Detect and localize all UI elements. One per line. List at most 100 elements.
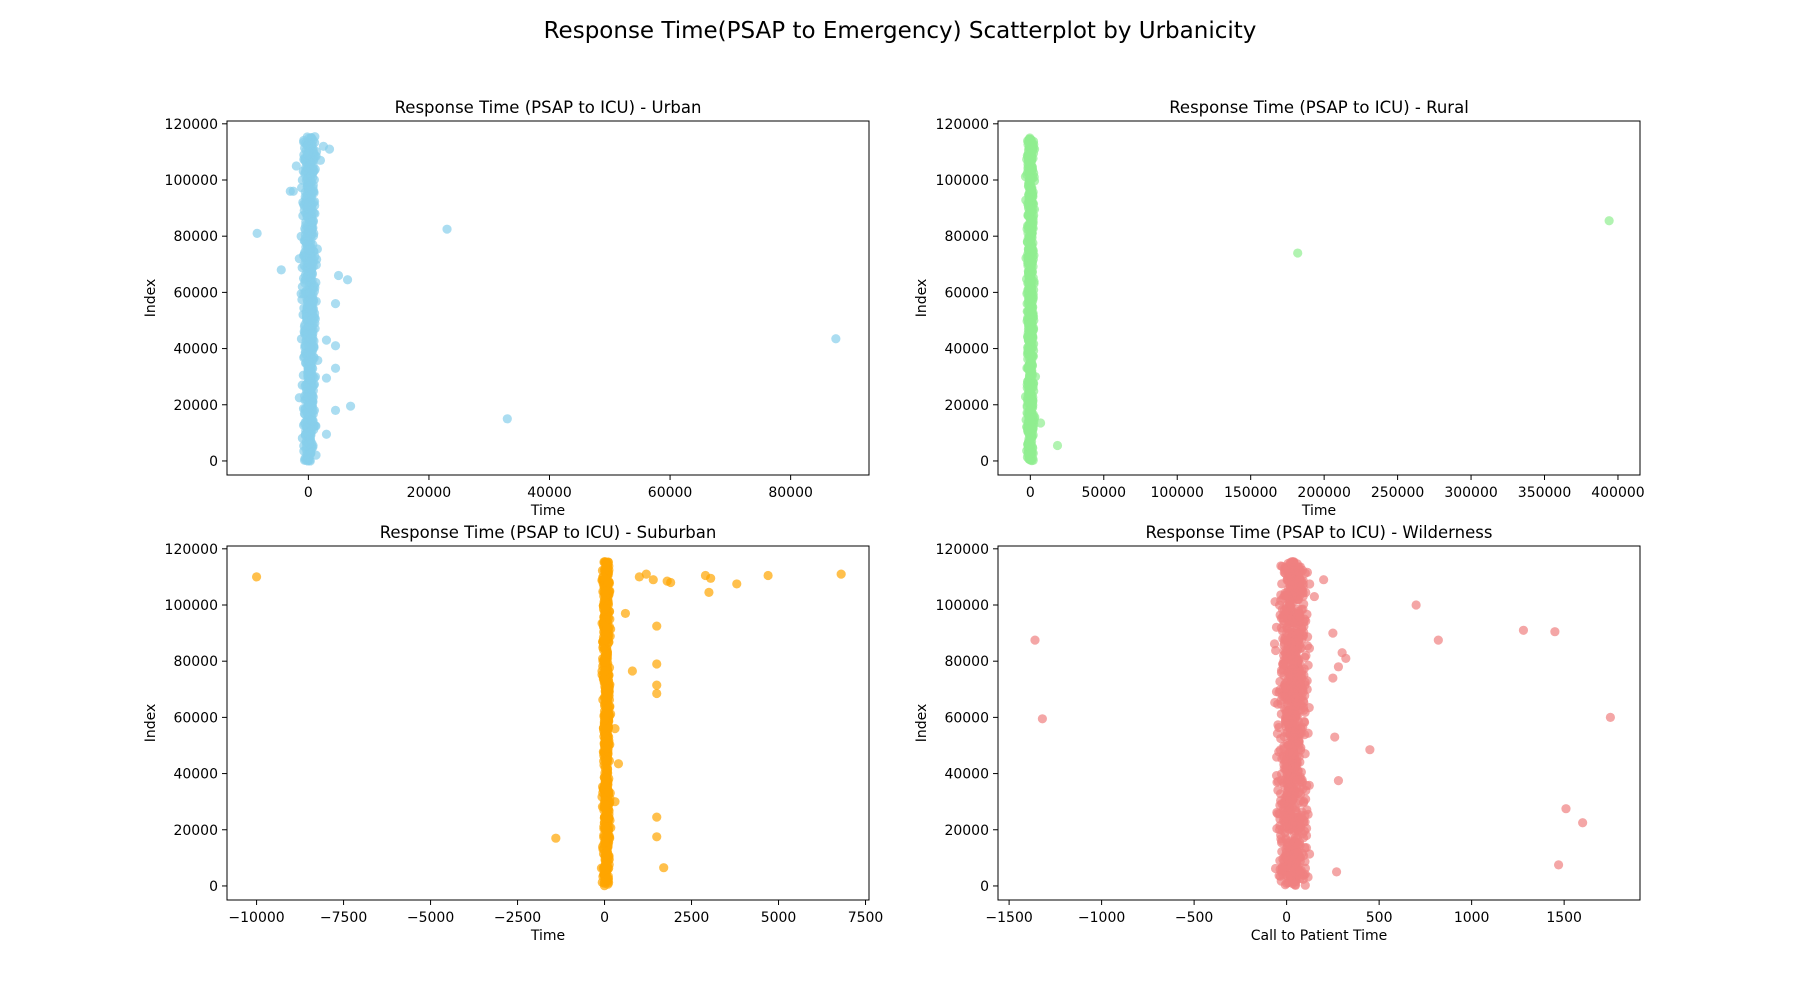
- scatter-point: [300, 381, 310, 391]
- scatter-point: [601, 774, 612, 784]
- scatter-point: [600, 657, 611, 667]
- scatter-point: [1281, 762, 1292, 772]
- scatter-point: [1553, 860, 1564, 870]
- scatter-point: [321, 335, 332, 345]
- scatter-point: [1284, 624, 1295, 634]
- y-axis-label: Index: [143, 279, 159, 318]
- scatter-point: [1433, 635, 1443, 645]
- scatter-point: [1331, 867, 1342, 877]
- scatter-point: [305, 334, 316, 344]
- scatter-point: [1277, 865, 1287, 875]
- scatter-point: [1024, 244, 1035, 254]
- scatter-point: [304, 438, 314, 449]
- scatter-point: [1027, 404, 1037, 414]
- scatter-point: [652, 680, 662, 690]
- scatter-point: [308, 392, 318, 402]
- scatter-point: [1030, 635, 1040, 645]
- scatter-point: [1333, 662, 1344, 672]
- scatter-point: [1024, 383, 1034, 394]
- scatter-point: [600, 650, 611, 660]
- panel-title-wilderness: Response Time (PSAP to ICU) - Wilderness: [1146, 523, 1493, 542]
- panel-rural: 0 50000 100000 150000 200000 250000 300000 3500…: [914, 98, 1645, 519]
- x-tick-label: −500: [1175, 910, 1213, 926]
- scatter-point: [1273, 720, 1283, 730]
- scatter-point: [602, 831, 612, 842]
- scatter-point: [1293, 594, 1304, 605]
- scatter-point: [1289, 655, 1299, 665]
- scatter-point: [1294, 866, 1304, 877]
- scatter-point: [310, 137, 320, 148]
- axes-frame: [226, 120, 870, 476]
- scatter-point: [1026, 318, 1036, 328]
- scatter-point: [1300, 880, 1310, 890]
- scatter-point: [831, 334, 841, 344]
- scatter-point: [1296, 810, 1306, 821]
- scatter-point: [1411, 600, 1421, 610]
- scatter-point: [1024, 434, 1034, 444]
- scatter-point: [1301, 830, 1312, 841]
- scatter-point: [315, 155, 326, 165]
- scatter-point: [1024, 397, 1034, 407]
- scatter-point: [307, 217, 317, 227]
- scatter-point: [1328, 628, 1338, 638]
- scatter-point: [598, 572, 608, 582]
- scatter-point: [302, 230, 313, 241]
- y-tick-label: 60000: [944, 285, 989, 301]
- scatter-point: [599, 714, 610, 725]
- scatter-point: [1298, 685, 1308, 695]
- x-tick-label: −1500: [985, 910, 1032, 926]
- x-axis-label: Time: [1301, 503, 1336, 519]
- x-tick-label: 300000: [1444, 485, 1497, 501]
- scatter-point: [1024, 165, 1034, 175]
- y-tick-label: 0: [980, 879, 989, 895]
- scatter-point: [330, 299, 341, 309]
- scatter-point: [1299, 664, 1309, 674]
- scatter-point: [652, 621, 662, 631]
- scatter-point: [1027, 183, 1037, 193]
- scatter-point: [1282, 769, 1292, 779]
- scatter-point: [1299, 697, 1309, 708]
- y-tick-label: 0: [980, 454, 989, 470]
- scatter-point: [1052, 440, 1063, 451]
- panel-title-suburban: Response Time (PSAP to ICU) - Suburban: [380, 523, 717, 542]
- scatter-point: [652, 688, 662, 699]
- scatter-point: [306, 315, 317, 325]
- y-tick-label: 40000: [173, 767, 218, 783]
- scatter-point: [1295, 616, 1305, 626]
- scatter-point: [601, 807, 611, 817]
- axes-frame: [226, 545, 870, 901]
- x-tick-label: −7500: [320, 910, 367, 926]
- y-tick-label: 40000: [944, 767, 989, 783]
- scatter-point: [1276, 709, 1286, 719]
- x-tick-label: 2500: [674, 910, 710, 926]
- figure-title: Response Time(PSAP to Emergency) Scatter…: [544, 18, 1257, 44]
- scatter-point: [1275, 824, 1285, 835]
- panel-suburban: −10000 −7500 −5000 −2500 0 2500 5000 7500 0 20000…: [143, 523, 883, 944]
- scatter-point: [1604, 216, 1614, 226]
- scatter-point: [1299, 796, 1309, 807]
- x-tick-label: 250000: [1371, 485, 1424, 501]
- y-tick-label: 40000: [173, 342, 218, 358]
- y-tick-label: 0: [209, 879, 218, 895]
- x-tick-label: 500: [1366, 910, 1393, 926]
- scatter-point: [1282, 813, 1292, 823]
- y-tick-label: 20000: [944, 398, 989, 414]
- scatter-point: [1025, 173, 1035, 183]
- scatter-point: [1280, 716, 1291, 727]
- scatter-point: [1294, 837, 1305, 847]
- scatter-point: [1300, 707, 1310, 717]
- x-tick-label: 0: [304, 485, 313, 501]
- scatter-point: [1282, 574, 1292, 584]
- scatter-point: [1293, 604, 1303, 614]
- x-tick-label: 1000: [1454, 910, 1490, 926]
- y-tick-label: 20000: [173, 823, 218, 839]
- scatter-point: [634, 572, 644, 582]
- y-tick-label: 80000: [944, 654, 989, 670]
- scatter-point: [610, 797, 620, 807]
- x-tick-label: 50000: [1082, 485, 1127, 501]
- scatter-point: [1291, 710, 1301, 720]
- scatter-point: [597, 877, 607, 887]
- scatter-point: [1303, 809, 1313, 819]
- scatter-point: [1276, 775, 1287, 785]
- scatter-point: [1303, 632, 1313, 642]
